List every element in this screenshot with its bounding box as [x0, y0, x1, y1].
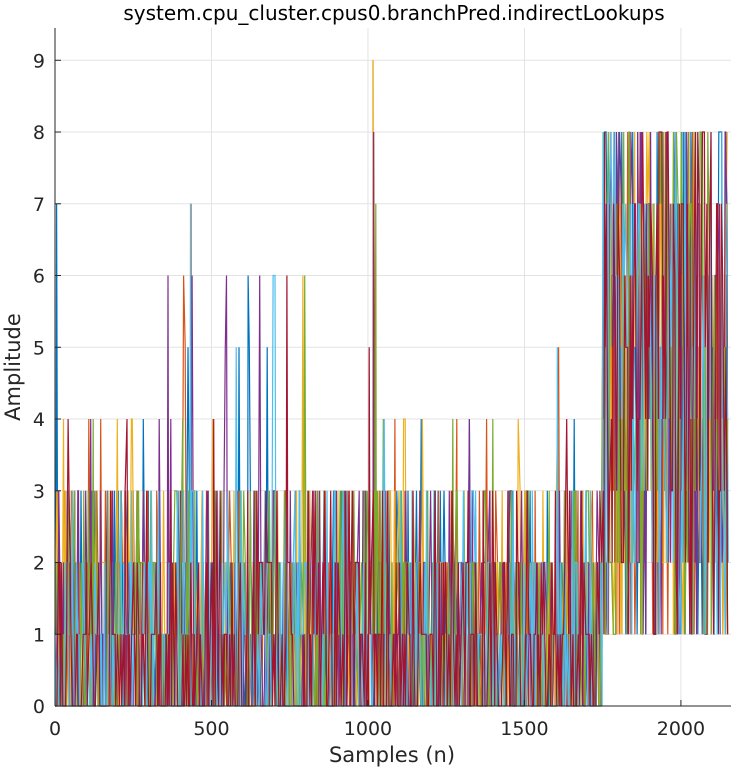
y-tick-label: 3	[33, 481, 45, 503]
y-tick-label: 5	[33, 337, 45, 359]
x-tick-label: 1000	[344, 718, 392, 740]
x-tick-labels: 0 500 1000 1500 2000	[49, 700, 705, 740]
x-tick-label: 0	[49, 718, 61, 740]
y-tick-label: 6	[33, 266, 45, 288]
x-tick-label: 1500	[500, 718, 548, 740]
y-tick-label: 7	[33, 194, 45, 216]
x-axis-label: Samples (n)	[329, 743, 455, 767]
y-tick-label: 0	[33, 696, 45, 718]
y-tick-label: 8	[33, 122, 45, 144]
chart-title: system.cpu_cluster.cpus0.branchPred.indi…	[123, 1, 664, 25]
axes	[54, 28, 731, 707]
series-lines	[54, 60, 729, 707]
y-tick-label: 4	[33, 409, 45, 431]
y-tick-label: 9	[33, 50, 45, 72]
x-tick-label: 500	[193, 718, 229, 740]
y-tick-label: 1	[33, 624, 45, 646]
y-tick-label: 2	[33, 553, 45, 575]
y-tick-labels: 0 1 2 3 4 5 6 7 8 9	[33, 50, 61, 718]
y-axis-label: Amplitude	[1, 313, 25, 421]
x-tick-label: 2000	[657, 718, 705, 740]
